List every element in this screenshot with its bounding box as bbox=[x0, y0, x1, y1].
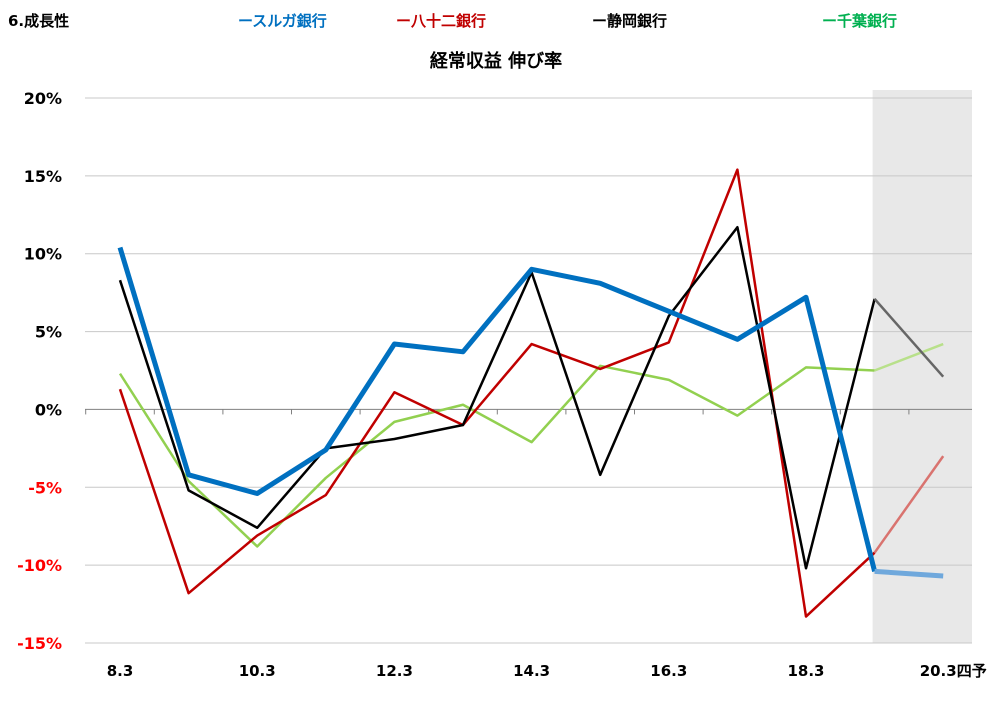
series-forecast-line-0 bbox=[874, 568, 944, 579]
legend-item-chiba: ー千葉銀行 bbox=[822, 12, 897, 30]
y-tick-label: -5% bbox=[28, 478, 62, 497]
x-tick-label: 14.3 bbox=[513, 662, 550, 680]
y-tick-label: 5% bbox=[35, 323, 62, 342]
series-line-3 bbox=[118, 364, 875, 548]
series-forecast-line-2 bbox=[873, 298, 945, 378]
series-forecast-line-1 bbox=[873, 455, 945, 554]
y-tick-label: 15% bbox=[24, 167, 62, 186]
x-tick-label: 20.3四予 bbox=[920, 662, 987, 680]
x-tick-label: 8.3 bbox=[107, 662, 134, 680]
legend-item-hachijuni: ー八十二銀行 bbox=[396, 12, 486, 30]
series-line-0 bbox=[117, 246, 878, 572]
gridlines-layer bbox=[85, 97, 972, 644]
series-line-2 bbox=[118, 225, 876, 570]
section-label: 6.成長性 bbox=[8, 12, 69, 30]
series-line-1 bbox=[118, 168, 876, 618]
x-tick-label: 18.3 bbox=[787, 662, 824, 680]
y-tick-label: -15% bbox=[17, 634, 62, 653]
y-tick-label: -10% bbox=[17, 556, 62, 575]
y-tick-label: 20% bbox=[24, 89, 62, 108]
x-tick-label: 12.3 bbox=[376, 662, 413, 680]
x-axis-tick-labels: 8.3 10.3 12.3 14.3 16.3 18.3 20.3四予 bbox=[107, 662, 987, 680]
series-lines-layer bbox=[117, 168, 945, 618]
series-forecast-line-3 bbox=[874, 342, 944, 372]
legend-item-suruga: ースルガ銀行 bbox=[238, 12, 327, 30]
x-tick-label: 10.3 bbox=[239, 662, 276, 680]
chart-title: 経常収益 伸び率 bbox=[430, 50, 562, 72]
y-tick-label: 0% bbox=[35, 400, 62, 419]
forecast-shading-layer bbox=[872, 90, 972, 643]
y-tick-label: 10% bbox=[24, 245, 62, 264]
forecast-shading bbox=[872, 90, 972, 643]
y-axis-tick-labels: 20% 15% 10% 5% 0% -5% -10% -15% bbox=[17, 89, 62, 653]
legend-item-shizuoka: ー静岡銀行 bbox=[592, 12, 667, 30]
x-tick-label: 16.3 bbox=[650, 662, 687, 680]
